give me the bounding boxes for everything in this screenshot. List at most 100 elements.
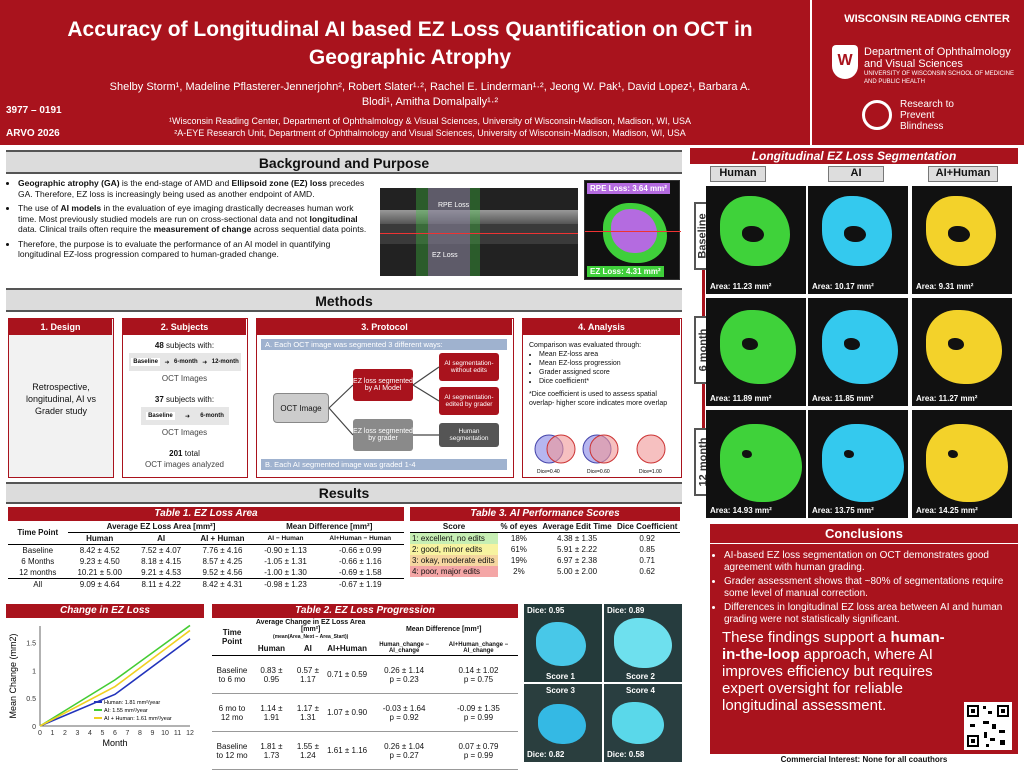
background-bullet-2: The use of AI models in the evaluation o… bbox=[18, 203, 370, 235]
table-cell: -0.69 ± 1.58 bbox=[338, 568, 382, 577]
subjects-group-1-caption: OCT Images bbox=[161, 374, 208, 383]
table-cell: 0.83 ± 0.95 bbox=[260, 665, 283, 684]
table-cell: 8.42 ± 4.31 bbox=[202, 580, 243, 589]
table-cell: 2% bbox=[513, 567, 525, 576]
rpb-eye-icon bbox=[862, 100, 892, 130]
department-name: Department of Ophthalmology and Visual S… bbox=[864, 46, 1011, 70]
conclusions-box: Conclusions AI-based EZ loss segmentatio… bbox=[710, 524, 1018, 754]
table2-ez-loss-progression: Time Point Average Change in EZ Loss Are… bbox=[212, 618, 518, 770]
table-cell: 0.26 ± 1.04 p = 0.27 bbox=[384, 741, 425, 760]
analysis-box: 4. Analysis Comparison was evaluated thr… bbox=[522, 318, 682, 478]
table-row: Baseline 8.42 ± 4.52 7.52 ± 4.07 7.76 ± 4.1… bbox=[8, 545, 404, 557]
rpe-loss-value: RPE Loss: 3.64 mm² bbox=[587, 183, 670, 194]
table-header: Time Point bbox=[17, 528, 59, 537]
table-cell: All bbox=[33, 580, 43, 589]
table-header: % of eyes bbox=[500, 522, 538, 531]
table-cell: 0.92 bbox=[639, 534, 655, 543]
poster-title: Accuracy of Longitudinal AI based EZ Los… bbox=[67, 18, 753, 69]
table-cell: 0.14 ± 1.02 p = 0.75 bbox=[458, 665, 499, 684]
table-cell: 0.85 bbox=[639, 545, 655, 554]
subjects-group-2-caption: OCT Images bbox=[161, 428, 208, 437]
table-row: 3: okay, moderate edits 19% 6.97 ± 2.38 0.7… bbox=[410, 555, 680, 566]
score-example-4: Score 4 Dice: 0.58 bbox=[604, 684, 682, 762]
score-example-1: Dice: 0.95 Score 1 bbox=[524, 604, 602, 682]
x-tick-label: 6 bbox=[113, 730, 117, 737]
area-label: Area: 11.27 mm² bbox=[916, 394, 978, 403]
analysis-item: Grader assigned score bbox=[539, 368, 677, 377]
table-cell: 8.11 ± 4.22 bbox=[141, 580, 181, 589]
rpe-loss-label: RPE Loss bbox=[438, 202, 470, 209]
score-examples-grid: Dice: 0.95 Score 1 Dice: 0.89 Score 2 Sc… bbox=[524, 604, 682, 762]
table-row: All 9.09 ± 4.64 8.11 ± 4.22 8.42 ± 4.31 -0.9… bbox=[8, 578, 404, 591]
table-cell: 0.26 ± 1.14 p = 0.23 bbox=[384, 665, 425, 684]
series-line bbox=[39, 629, 191, 727]
table-subheader: Human_change − AI_change bbox=[379, 642, 430, 654]
commercial-interest-note: Commercial Interest: None for all coauth… bbox=[780, 755, 948, 764]
table-subheader: AI − Human bbox=[267, 535, 304, 542]
ez-loss-mask bbox=[720, 424, 802, 502]
conclusion-item: Grader assessment shows that ~80% of seg… bbox=[724, 576, 1006, 599]
dice-value: Dice: 0.89 bbox=[607, 606, 645, 615]
area-label: Area: 11.89 mm² bbox=[710, 394, 772, 403]
results-heading: Results bbox=[6, 482, 682, 504]
subjects-group-1-flow: Baseline ➜ 6-month ➜ 12-month bbox=[129, 353, 241, 371]
table-cell: 61% bbox=[510, 545, 527, 554]
table-cell: -0.90 ± 1.13 bbox=[264, 546, 307, 555]
legend-entry: AI + Human: 1.61 mm²/year bbox=[104, 716, 172, 722]
segmentation-image: Area: 9.31 mm² bbox=[912, 186, 1012, 294]
table-cell: 9.09 ± 4.64 bbox=[79, 580, 120, 589]
segmentation-image: Area: 14.25 mm² bbox=[912, 410, 1012, 518]
score-example-3: Score 3 Dice: 0.82 bbox=[524, 684, 602, 762]
table-cell: 7.52 ± 4.07 bbox=[141, 546, 182, 555]
design-box: 1. Design Retrospective, longitudinal, A… bbox=[8, 318, 114, 478]
protocol-step-b: B. Each AI segmented image was graded 1-… bbox=[261, 459, 507, 470]
dice-label: Dice=0.40 bbox=[537, 469, 560, 475]
poster-id: 3977 – 0191 bbox=[6, 105, 62, 116]
ez-loss-mask bbox=[720, 310, 796, 384]
background-bullet-1: Geographic atrophy (GA) is the end-stage… bbox=[18, 178, 370, 199]
table-header: Time Point bbox=[222, 627, 242, 646]
table-cell: Baseline to 6 mo bbox=[216, 665, 248, 684]
table-subheader: Human bbox=[86, 534, 114, 543]
segmentation-image: Area: 11.23 mm² bbox=[706, 186, 806, 294]
table-header: Score bbox=[442, 522, 466, 531]
table-cell: 19% bbox=[510, 556, 527, 565]
protocol-box: 3. Protocol A. Each OCT image was segmen… bbox=[256, 318, 514, 478]
x-tick-label: 9 bbox=[151, 730, 155, 737]
logo-panel: WISCONSIN READING CENTER W Department of… bbox=[810, 0, 1024, 145]
ai-unedited-node: AI segmentation- without edits bbox=[439, 353, 499, 381]
subjects-heading: 2. Subjects bbox=[123, 319, 246, 335]
total-images: 201 total bbox=[169, 449, 200, 458]
y-axis-label: Mean Change (mm2) bbox=[8, 633, 18, 718]
table-row: 12 months 10.21 ± 5.00 9.21 ± 4.53 9.52 ± 4… bbox=[8, 567, 404, 579]
design-heading: 1. Design bbox=[9, 319, 112, 335]
x-tick-label: 10 bbox=[161, 730, 169, 737]
total-images-caption: OCT images analyzed bbox=[145, 460, 224, 469]
background-bullets: Geographic atrophy (GA) is the end-stage… bbox=[8, 178, 370, 264]
ai-edited-node: AI segmentation- edited by grader bbox=[439, 387, 499, 415]
table-cell: -0.66 ± 0.99 bbox=[338, 546, 382, 555]
qr-code-icon[interactable] bbox=[964, 702, 1012, 750]
y-tick-label: 1 bbox=[32, 668, 36, 675]
chart-title: Change in EZ Loss bbox=[6, 604, 204, 618]
background-heading: Background and Purpose bbox=[6, 150, 682, 174]
protocol-step-a: A. Each OCT image was segmented 3 differ… bbox=[261, 339, 507, 350]
segmentation-image: Area: 10.17 mm² bbox=[808, 186, 908, 294]
table-cell: 4.38 ± 1.35 bbox=[557, 534, 598, 543]
area-label: Area: 14.25 mm² bbox=[916, 506, 978, 515]
area-label: Area: 11.23 mm² bbox=[710, 282, 772, 291]
table-cell: 8.42 ± 4.52 bbox=[79, 546, 120, 555]
table-cell: -0.09 ± 1.35 p = 0.99 bbox=[457, 703, 500, 722]
x-axis-label: Month bbox=[102, 738, 127, 748]
rpe-loss-region bbox=[428, 188, 470, 276]
affiliation-2: ²A-EYE Research Unit, Department of Opht… bbox=[174, 128, 686, 138]
table-cell: Baseline bbox=[22, 546, 54, 555]
table-row: Baseline to 6 mo 0.83 ± 0.95 0.57 ± 1.17 0.… bbox=[212, 656, 518, 694]
rpb-logo-text: Research to Prevent Blindness bbox=[900, 99, 954, 132]
table-cell: 9.52 ± 4.56 bbox=[202, 568, 243, 577]
conference-name: ARVO 2026 bbox=[6, 128, 60, 139]
table-cell: 0.57 ± 1.17 bbox=[296, 665, 319, 684]
table-cell: -1.05 ± 1.31 bbox=[264, 557, 307, 566]
area-label: Area: 9.31 mm² bbox=[916, 282, 974, 291]
table-cell: 1.81 ± 1.73 bbox=[260, 741, 283, 760]
